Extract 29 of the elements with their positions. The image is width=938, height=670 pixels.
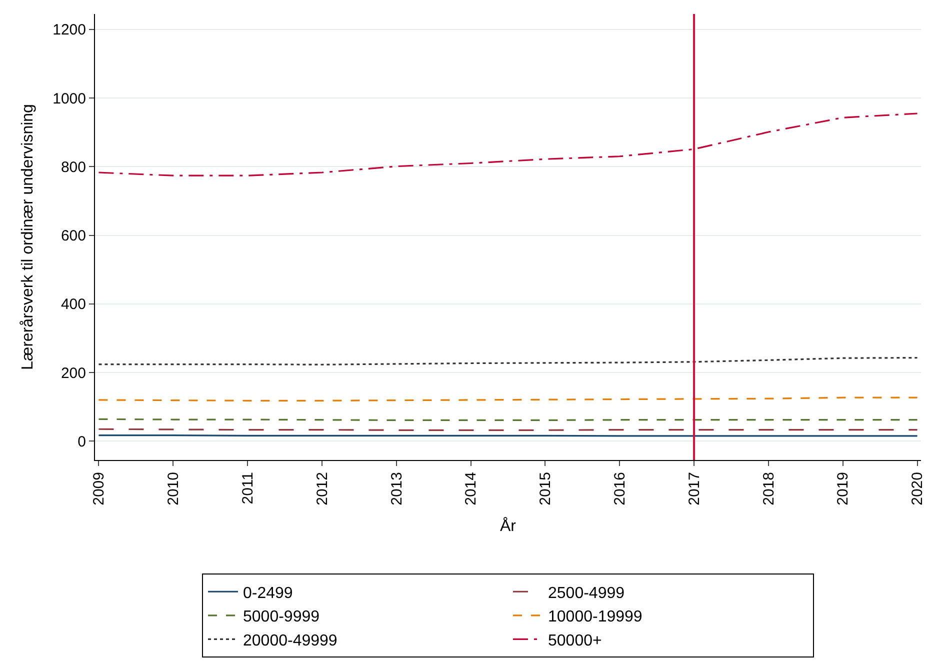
y-axis-title: Lærerårsverk til ordinær undervisning [20,104,37,370]
y-tick-label: 1000 [52,90,86,108]
y-tick-label: 400 [60,296,86,314]
y-tick-label: 0 [78,433,86,450]
y-tick-label: 200 [60,364,86,382]
x-tick-label: 2014 [462,472,480,506]
y-tick-label: 1200 [52,22,86,39]
x-tick-label: 2018 [760,472,778,506]
legend-label: 5000-9999 [243,608,320,626]
x-tick-label: 2013 [388,472,406,506]
legend-label: 20000-49999 [243,632,338,650]
x-tick-label: 2017 [686,472,703,506]
x-tick-label: 2015 [537,472,554,506]
x-tick-label: 2020 [909,472,926,506]
x-tick-label: 2016 [611,472,628,506]
x-tick-label: 2011 [239,472,256,504]
legend-label: 50000+ [548,632,602,650]
legend-label: 2500-4999 [548,584,625,602]
y-tick-label: 600 [60,228,86,245]
y-tick-label: 800 [60,158,86,176]
x-tick-label: 2009 [90,472,108,506]
line-series [98,112,918,176]
x-tick-label: 2010 [165,472,182,506]
x-tick-label: 2012 [314,472,331,506]
x-axis-title: År [500,517,517,536]
legend-label: 10000-19999 [548,608,642,626]
legend-label: 0-2499 [243,584,293,602]
line-series [98,356,918,366]
x-tick-label: 2019 [834,472,852,506]
